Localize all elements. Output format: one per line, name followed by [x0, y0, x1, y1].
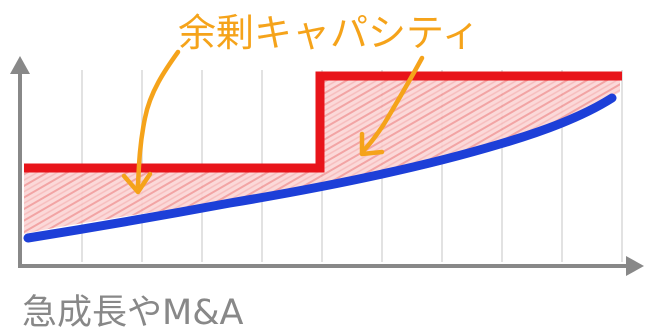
growth-caption: 急成長やM&A: [22, 293, 243, 333]
demand-curve-line: [23, 93, 617, 243]
axes: [10, 56, 644, 276]
x-axis-arrow-icon: [626, 256, 644, 276]
callout-arrow-left: [135, 49, 181, 189]
capacity-step-line: [24, 71, 622, 173]
y-axis-arrow-icon: [10, 56, 30, 74]
callout-arrowhead-left-icon: [121, 171, 153, 195]
callout-arrow-right: [361, 55, 425, 153]
callout-arrowhead-right-icon: [359, 131, 385, 157]
callout-arrows: [121, 49, 425, 195]
surplus-capacity-label: 余剰キャパシティ: [178, 11, 480, 55]
